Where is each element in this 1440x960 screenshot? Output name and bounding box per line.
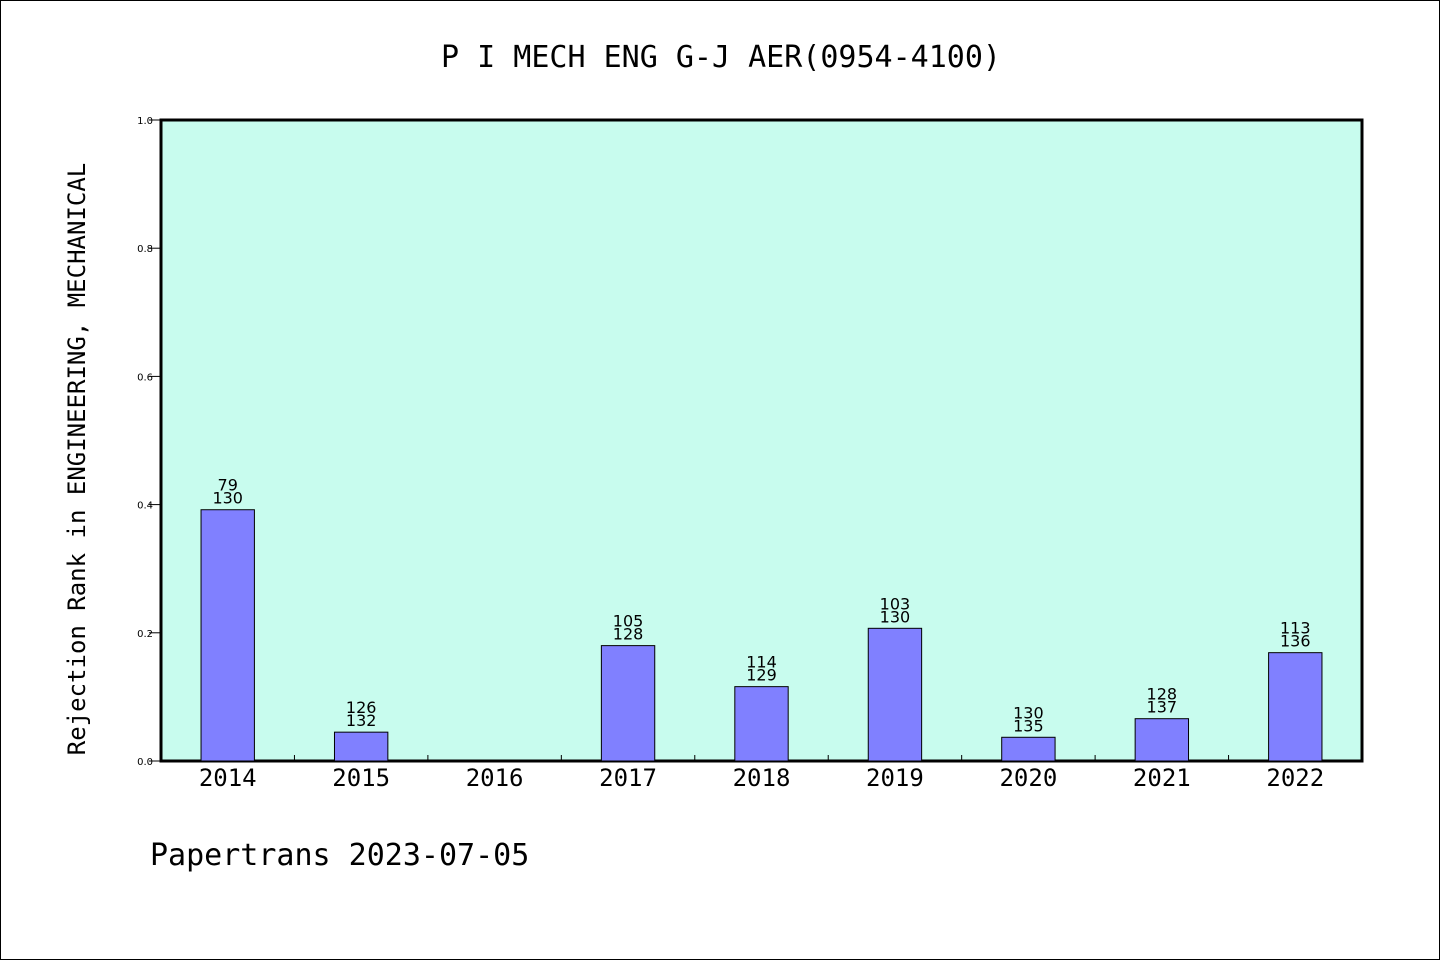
bar xyxy=(600,645,656,762)
y-tick-label: 0.0 xyxy=(137,757,153,768)
x-axis: 2014 2015 2016 2017 2018 2019 2020 2021 2022 xyxy=(199,755,1324,792)
bar xyxy=(333,731,389,762)
x-tick-label: 2021 xyxy=(1133,764,1191,792)
y-axis: 0.0 0.2 0.4 0.6 0.8 1.0 xyxy=(137,116,161,768)
y-axis-label: Rejection Rank in ENGINEERING, MECHANICA… xyxy=(63,163,91,755)
bar-total-label: 132 xyxy=(346,711,377,730)
bar-total-label: 130 xyxy=(880,607,911,626)
x-tick-label: 2019 xyxy=(866,764,924,792)
bar xyxy=(1134,718,1190,762)
bar xyxy=(867,627,923,762)
x-tick-label: 2015 xyxy=(332,764,390,792)
bar-rank-label: 128 xyxy=(1147,685,1178,704)
bar-total-label: 135 xyxy=(1013,716,1044,735)
bar-rank-label: 130 xyxy=(1013,703,1044,722)
x-tick-label: 2018 xyxy=(733,764,791,792)
bar xyxy=(200,509,255,762)
plot-area xyxy=(159,118,1364,763)
bar-rank-label: 114 xyxy=(746,653,777,672)
bar xyxy=(1268,652,1323,762)
bar-total-label: 136 xyxy=(1280,632,1311,651)
y-tick-label: 0.2 xyxy=(137,629,153,640)
x-tick-label: 2016 xyxy=(466,764,524,792)
x-tick-label: 2014 xyxy=(199,764,257,792)
footer-source-text: Papertrans 2023-07-05 xyxy=(150,838,529,873)
bar-rank-label: 126 xyxy=(346,698,377,717)
bar-total-label: 128 xyxy=(613,625,644,644)
bars-group: 7913012613210512811412910313013013512813… xyxy=(200,476,1323,762)
bar xyxy=(734,686,789,762)
x-tick-label: 2017 xyxy=(599,764,657,792)
bar-total-label: 130 xyxy=(212,489,243,508)
y-tick-label: 0.8 xyxy=(137,244,153,255)
x-tick-label: 2022 xyxy=(1266,764,1324,792)
y-tick-label: 0.6 xyxy=(137,372,153,383)
bar-rank-label: 105 xyxy=(613,612,644,631)
bar-total-label: 137 xyxy=(1147,698,1178,717)
bar-total-label: 129 xyxy=(746,666,777,685)
x-tick-label: 2020 xyxy=(999,764,1057,792)
bar-rank-label: 103 xyxy=(880,594,911,613)
bar-rank-label: 79 xyxy=(218,476,238,495)
y-tick-label: 1.0 xyxy=(137,116,153,127)
bar-rank-label: 113 xyxy=(1280,619,1311,638)
bar xyxy=(1001,736,1056,762)
chart-title: P I MECH ENG G-J AER(0954-4100) xyxy=(441,40,1001,75)
y-tick-label: 0.4 xyxy=(137,501,153,512)
